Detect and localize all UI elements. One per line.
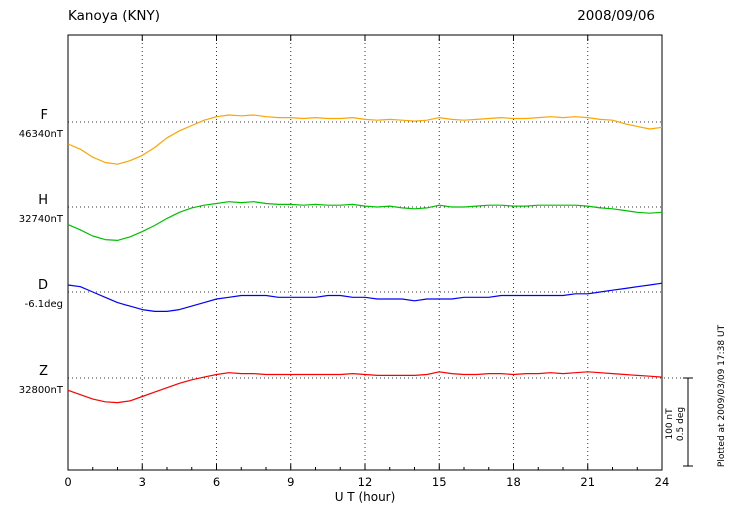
series-label-f: F bbox=[41, 108, 48, 123]
x-tick-label: 6 bbox=[213, 475, 220, 489]
plot-frame bbox=[67, 34, 663, 471]
series-line-H bbox=[67, 201, 663, 241]
x-tick-label: 21 bbox=[580, 475, 595, 489]
series-label-d: D bbox=[38, 278, 48, 293]
x-tick-label: 9 bbox=[287, 475, 294, 489]
plot-area: 0 3 6 9 12 15 18 21 24 bbox=[64, 34, 693, 489]
series-baseline-f: 46340nT bbox=[19, 129, 64, 140]
x-tick-label: 3 bbox=[139, 475, 146, 489]
x-tick-label: 18 bbox=[506, 475, 521, 489]
series-label-z: Z bbox=[39, 364, 48, 379]
series-baseline-z: 32800nT bbox=[19, 385, 64, 396]
x-tick-label: 0 bbox=[64, 475, 71, 489]
plot-date: 2008/09/06 bbox=[577, 8, 655, 24]
x-tick-label: 12 bbox=[358, 475, 373, 489]
x-tick-label: 15 bbox=[432, 475, 447, 489]
scale-label-deg: 0.5 deg bbox=[676, 407, 686, 441]
series-baseline-h: 32740nT bbox=[19, 214, 64, 225]
scale-label-nt: 100 nT bbox=[665, 408, 675, 440]
plotted-at-note: Plotted at 2009/03/09 17:38 UT bbox=[717, 324, 727, 467]
series-line-D bbox=[67, 282, 663, 312]
series-baseline-d: -6.1deg bbox=[25, 299, 63, 310]
page-title: Kanoya (KNY) bbox=[68, 8, 160, 24]
x-tick-label: 24 bbox=[655, 475, 670, 489]
x-axis-label: U T (hour) bbox=[335, 490, 396, 504]
series-line-F bbox=[67, 114, 663, 165]
series-label-h: H bbox=[38, 193, 48, 208]
series-line-Z bbox=[67, 371, 663, 404]
